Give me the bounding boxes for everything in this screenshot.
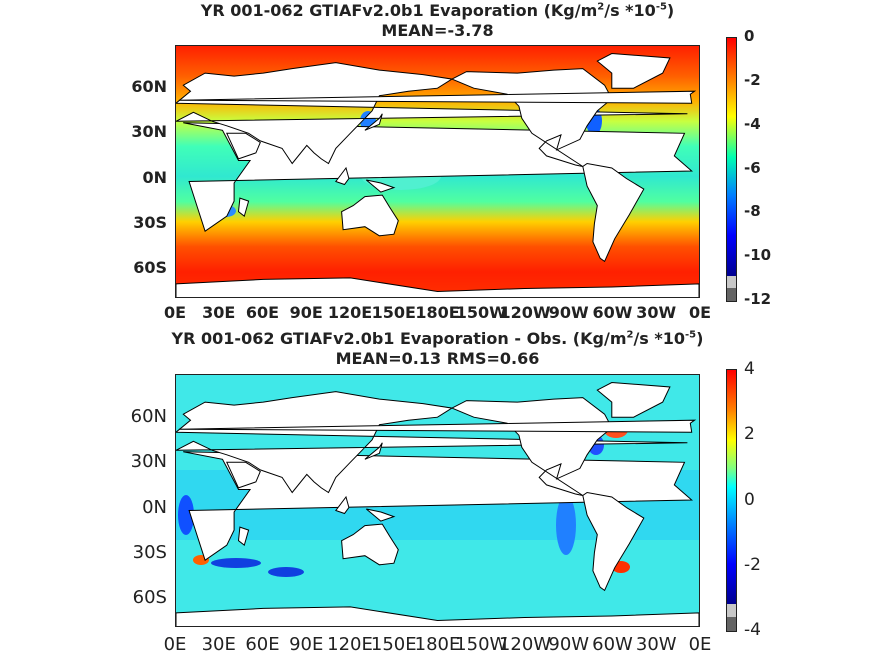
southern-negative-2 [268, 567, 304, 577]
colorbar-tick-label: 4 [744, 359, 755, 379]
x-tick-label: 90E [289, 634, 324, 655]
evaporation-map [175, 45, 700, 298]
x-tick-label: 120E [327, 303, 373, 322]
chart-title: YR 001-062 GTIAFv2.0b1 Evaporation - Obs… [171, 329, 704, 348]
colorbar-tick-label: -2 [744, 70, 761, 89]
chart-title: YR 001-062 GTIAFv2.0b1 Evaporation (Kg/m… [200, 1, 675, 20]
colorbar-underflow-dark [727, 288, 736, 301]
x-tick-label: 0E [163, 303, 187, 322]
x-tick-label: 150W [455, 303, 507, 322]
chart-subtitle: MEAN=0.13 RMS=0.66 [335, 349, 540, 368]
x-tick-label: 90W [548, 634, 590, 655]
landmass-11 [237, 526, 250, 547]
x-tick-label: 120W [498, 634, 552, 655]
landmass-6 [596, 52, 671, 89]
landmass-0 [183, 122, 694, 232]
landmass-10 [364, 113, 383, 131]
land-mask [176, 52, 699, 297]
west-africa-negative [178, 495, 194, 535]
x-tick-label: 30E [201, 634, 236, 655]
x-tick-label: 150E [370, 634, 417, 655]
x-tick-label: 30E [202, 303, 236, 322]
landmass-5 [582, 491, 645, 592]
colorbar-tick-label: 2 [744, 424, 755, 445]
landmass-9 [365, 508, 396, 522]
landmass-6 [596, 381, 671, 418]
y-tick-label: 60N [131, 77, 167, 97]
landmass-8 [334, 495, 350, 515]
y-tick-label: 60S [132, 586, 167, 608]
eastern-pacific-negative [556, 495, 576, 555]
x-tick-label: 0E [688, 634, 712, 655]
y-tick-label: 30N [130, 451, 167, 473]
land-mask [176, 381, 699, 626]
x-tick-label: 60E [245, 303, 280, 322]
landmass-8 [334, 166, 350, 186]
colorbar [726, 37, 737, 302]
southern-negative-1 [211, 558, 261, 568]
colorbar-gradient [727, 38, 736, 276]
landmass-2 [226, 132, 261, 160]
y-tick-label: 30N [131, 122, 167, 142]
y-tick-label: 30S [132, 541, 167, 563]
x-tick-label: 60E [245, 634, 280, 655]
landmass-2 [226, 461, 261, 489]
landmass-12 [178, 419, 697, 433]
y-tick-label: 0N [142, 496, 167, 518]
x-tick-label: 90W [548, 303, 589, 322]
chart-subtitle: MEAN=-3.78 [381, 21, 494, 40]
x-tick-label: 90E [289, 303, 323, 322]
landmass-9 [365, 179, 396, 193]
x-tick-label: 120W [499, 303, 551, 322]
landmass-1 [176, 62, 688, 165]
landmass-3 [341, 194, 399, 237]
landmass-1 [176, 391, 688, 494]
landmass-7 [176, 606, 699, 626]
x-tick-label: 60W [592, 634, 633, 655]
x-tick-label: 180E [414, 634, 461, 655]
colorbar-tick-label: 0 [744, 27, 755, 45]
y-tick-label: 60N [130, 406, 167, 428]
x-tick-label: 120E [327, 634, 373, 655]
landmass-12 [178, 90, 697, 104]
x-tick-label: 0E [688, 303, 712, 322]
landmass-0 [183, 451, 694, 561]
colorbar-underflow-light [727, 276, 736, 288]
landmass-5 [582, 162, 645, 263]
x-tick-label: 30W [635, 634, 677, 655]
colorbar-tick-label: -12 [744, 290, 772, 308]
y-tick-label: 30S [133, 212, 167, 232]
colorbar-tick-label: -6 [744, 158, 761, 177]
colorbar-underflow-dark [727, 617, 736, 631]
colorbar-underflow-light [727, 604, 736, 617]
landmass-3 [341, 523, 399, 566]
colorbar-tick-label: 0 [744, 489, 755, 510]
colorbar [726, 369, 737, 632]
x-tick-label: 30W [636, 303, 677, 322]
x-tick-label: 150W [455, 634, 508, 655]
landmass-7 [176, 277, 699, 297]
colorbar-tick-label: -8 [744, 202, 761, 221]
x-tick-label: 60W [592, 303, 633, 322]
colorbar-tick-label: -4 [744, 620, 761, 640]
landmass-11 [237, 197, 250, 218]
colorbar-gradient [727, 370, 736, 604]
x-tick-label: 150E [371, 303, 416, 322]
y-tick-label: 0N [142, 167, 167, 187]
x-tick-label: 180E [415, 303, 460, 322]
colorbar-tick-label: -2 [744, 554, 761, 575]
evaporation-bias-map [175, 374, 700, 627]
landmass-10 [364, 442, 383, 460]
colorbar-tick-label: -4 [744, 114, 761, 133]
y-tick-label: 60S [133, 257, 167, 277]
colorbar-tick-label: -10 [744, 246, 772, 265]
x-tick-label: 0E [163, 634, 187, 655]
